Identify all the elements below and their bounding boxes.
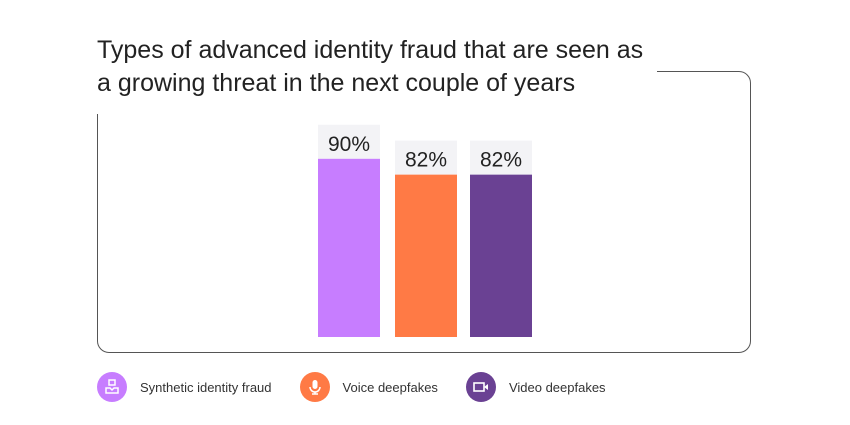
chart-title: Types of advanced identity fraud that ar… [88, 34, 657, 114]
legend-label: Voice deepfakes [342, 379, 438, 395]
data-label: 82% [480, 149, 522, 172]
video-camera-icon [465, 372, 496, 402]
bar [395, 174, 457, 337]
microphone-icon [299, 372, 330, 402]
legend-label: Video deepfakes [508, 379, 606, 395]
user-id-icon [97, 372, 127, 402]
data-label: 82% [405, 149, 447, 172]
data-label-bg [318, 124, 380, 159]
legend-label: Synthetic identity fraud [140, 379, 272, 395]
legend-item-synthetic: Synthetic identity fraud [97, 372, 272, 402]
bar [470, 174, 532, 337]
data-label-bg [470, 140, 532, 175]
data-label-bg [395, 140, 457, 175]
bar [318, 158, 380, 337]
legend-item-voice: Voice deepfakes [299, 372, 438, 402]
data-label: 90% [328, 133, 370, 156]
legend-item-video: Video deepfakes [465, 372, 606, 402]
legend: Synthetic identity fraud Voice deepfakes… [97, 372, 634, 402]
